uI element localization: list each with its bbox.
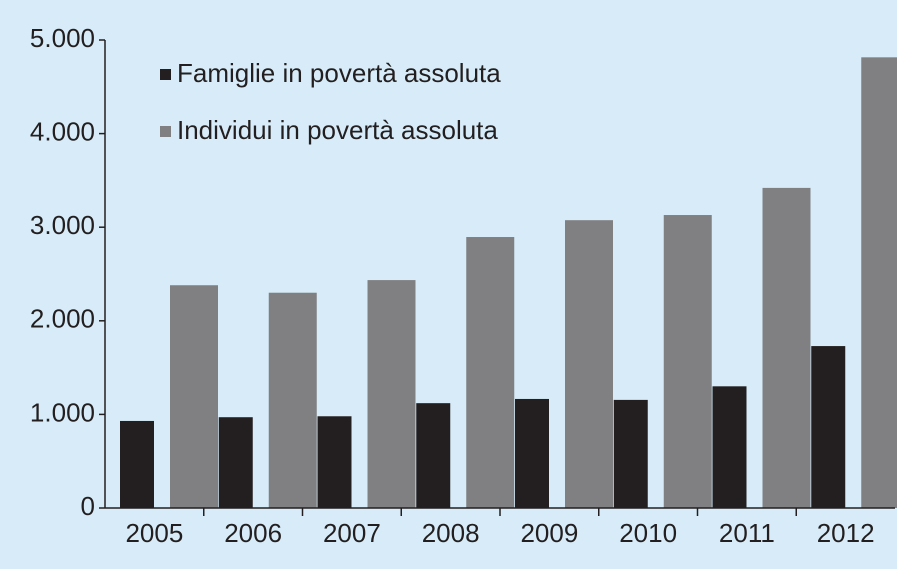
bar xyxy=(466,237,515,508)
bar xyxy=(565,220,613,508)
bar xyxy=(663,215,712,509)
y-tick-label: 1.000 xyxy=(30,397,95,427)
y-tick-label: 2.000 xyxy=(30,304,95,334)
bar xyxy=(170,285,218,508)
bar xyxy=(218,417,253,508)
x-tick-label: 2007 xyxy=(323,518,381,548)
bar xyxy=(268,292,317,508)
bar xyxy=(317,416,352,508)
x-tick-label: 2009 xyxy=(520,518,578,548)
x-tick-label: 2005 xyxy=(125,518,183,548)
bar xyxy=(120,420,154,508)
bar xyxy=(861,57,897,508)
legend-marker xyxy=(160,126,171,137)
y-tick-label: 5.000 xyxy=(30,23,95,53)
bar xyxy=(762,187,811,508)
x-tick-label: 2011 xyxy=(719,518,775,548)
x-tick-label: 2006 xyxy=(224,518,282,548)
bar xyxy=(811,346,846,508)
y-tick-label: 3.000 xyxy=(30,210,95,240)
legend-label: Famiglie in povertà assoluta xyxy=(177,58,501,88)
bar xyxy=(416,403,451,508)
y-tick-label: 0 xyxy=(81,491,95,521)
bar xyxy=(613,399,648,508)
legend-label: Individui in povertà assoluta xyxy=(177,115,498,145)
bar xyxy=(515,398,549,508)
bar xyxy=(712,386,747,508)
x-tick-label: 2010 xyxy=(619,518,677,548)
x-tick-label: 2012 xyxy=(817,518,875,548)
x-tick-label: 2008 xyxy=(422,518,480,548)
legend-marker xyxy=(160,69,171,80)
bar xyxy=(367,280,416,508)
y-tick-label: 4.000 xyxy=(30,116,95,146)
